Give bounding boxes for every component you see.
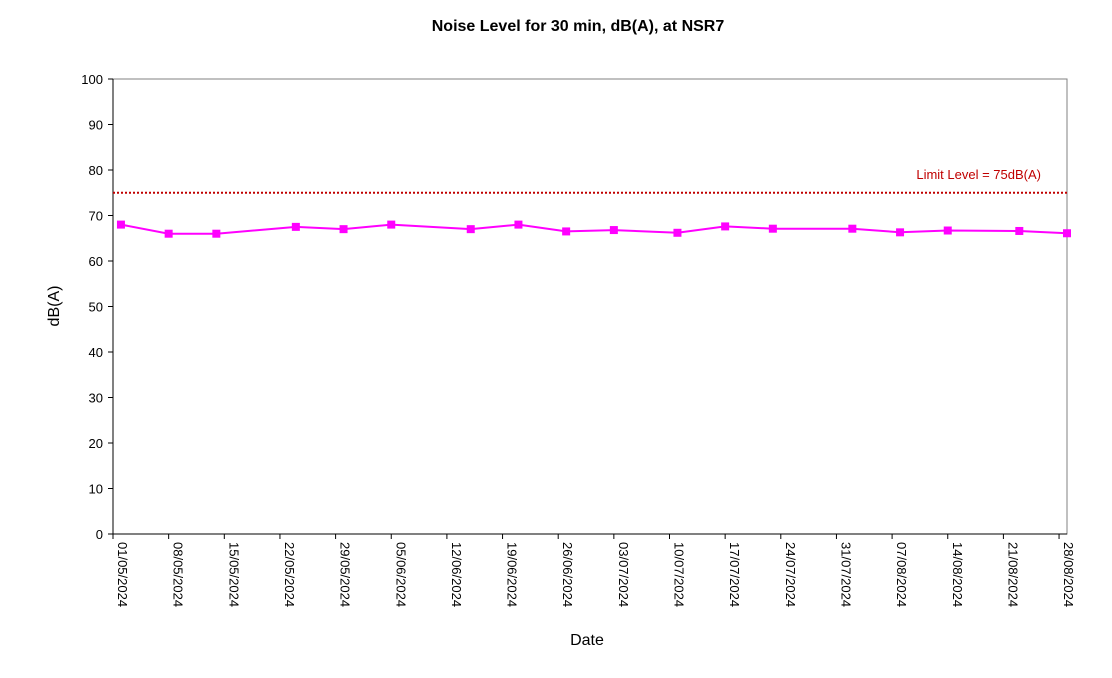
x-tick-label: 28/08/2024	[1061, 542, 1076, 607]
y-tick-label: 80	[89, 163, 103, 178]
data-point	[1015, 226, 1024, 235]
data-point	[609, 226, 618, 235]
x-tick-label: 08/05/2024	[171, 542, 186, 607]
data-point	[768, 224, 777, 233]
y-tick-label: 60	[89, 254, 103, 269]
data-point	[848, 224, 857, 233]
data-point	[212, 229, 221, 238]
series-line	[120, 223, 1068, 235]
y-tick-label: 20	[89, 436, 103, 451]
x-tick-label: 31/07/2024	[838, 542, 853, 607]
y-tick-label: 70	[89, 209, 103, 224]
limit-label: Limit Level = 75dB(A)	[916, 167, 1041, 182]
data-point	[291, 222, 300, 231]
y-tick-label: 90	[89, 118, 103, 133]
x-tick-label: 29/05/2024	[338, 542, 353, 607]
x-tick-label: 14/08/2024	[950, 542, 965, 607]
data-point	[721, 222, 730, 231]
y-tick-label: 50	[89, 300, 103, 315]
data-point	[673, 228, 682, 237]
x-tick-label: 03/07/2024	[616, 542, 631, 607]
x-axis: 01/05/2024 08/05/2024 15/05/2024 22/05/2024…	[112, 533, 1076, 607]
x-tick-label: 01/05/2024	[115, 542, 130, 607]
y-tick-label: 100	[81, 72, 103, 87]
data-point	[514, 220, 523, 229]
x-tick-label: 15/05/2024	[226, 542, 241, 607]
x-tick-label: 22/05/2024	[282, 542, 297, 607]
chart-title: Noise Level for 30 min, dB(A), at NSR7	[432, 18, 725, 35]
y-tick-label: 40	[89, 345, 103, 360]
y-axis-label: dB(A)	[46, 286, 63, 327]
x-tick-label: 10/07/2024	[672, 542, 687, 607]
noise-series	[116, 220, 1071, 238]
plot-area	[112, 78, 1068, 535]
y-tick-label: 30	[89, 391, 103, 406]
x-tick-label: 21/08/2024	[1005, 542, 1020, 607]
x-tick-label: 05/06/2024	[393, 542, 408, 607]
data-point	[339, 225, 348, 234]
data-point	[164, 229, 173, 238]
y-axis: 0 10 20 30 40 50 60 70 80 90 100	[81, 72, 114, 542]
data-point	[387, 220, 396, 229]
y-tick-label: 0	[96, 527, 103, 542]
data-point	[896, 228, 905, 237]
data-point	[943, 226, 952, 235]
data-point	[562, 227, 571, 236]
data-point	[116, 220, 125, 229]
data-point	[466, 225, 475, 234]
x-axis-label: Date	[570, 632, 604, 649]
y-tick-label: 10	[89, 482, 103, 497]
x-tick-label: 19/06/2024	[505, 542, 520, 607]
limit-level: Limit Level = 75dB(A)	[113, 167, 1067, 194]
x-tick-label: 17/07/2024	[727, 542, 742, 607]
x-tick-label: 12/06/2024	[449, 542, 464, 607]
data-point	[1063, 229, 1071, 238]
x-tick-label: 07/08/2024	[894, 542, 909, 607]
x-tick-label: 26/06/2024	[560, 542, 575, 607]
x-tick-label: 24/07/2024	[783, 542, 798, 607]
